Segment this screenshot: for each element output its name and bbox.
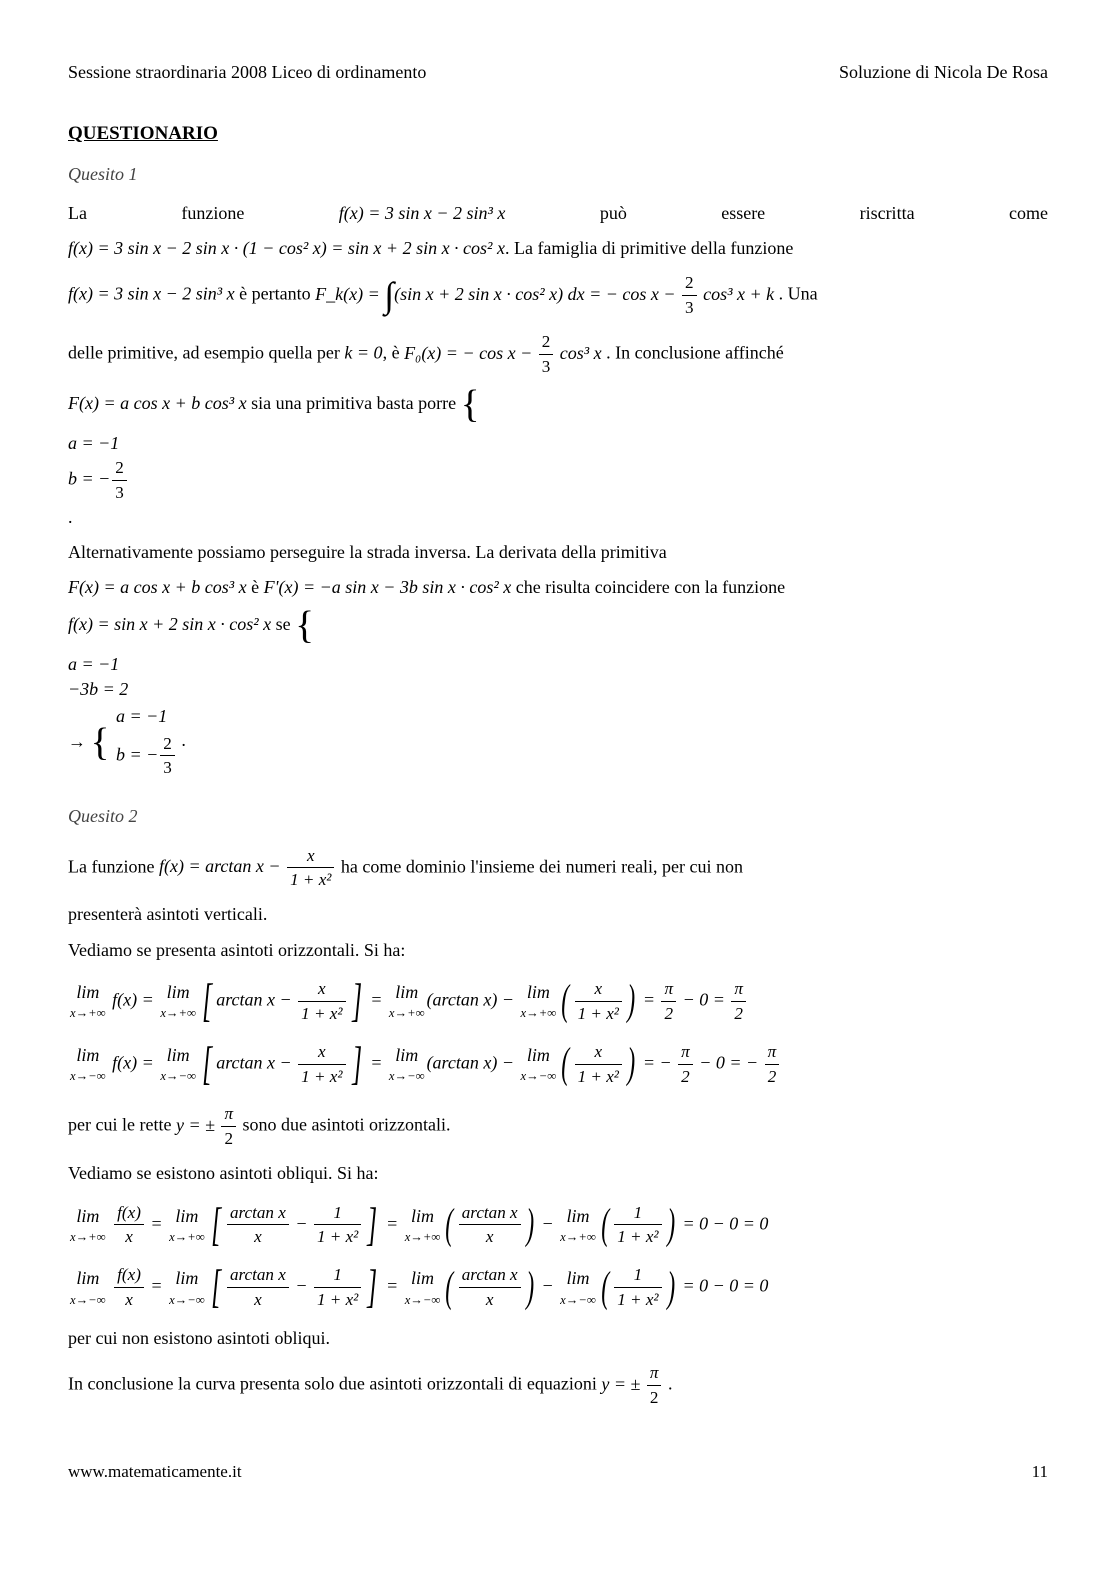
quesito-2-label: Quesito 2 — [68, 804, 1048, 829]
text: che risulta coincidere con la funzione — [511, 577, 785, 597]
header-left: Sessione straordinaria 2008 Liceo di ord… — [68, 60, 426, 85]
q2-lim3: limx→+∞ f(x)x = limx→+∞[arctan xx − 11 +… — [68, 1201, 1048, 1250]
page-number: 11 — [1032, 1460, 1048, 1484]
text: La funzione — [68, 856, 159, 876]
text: k = 0 — [344, 343, 382, 363]
q1-system3: a = −1 b = −23 — [116, 702, 177, 782]
q2-lim2: limx→−∞ f(x) = limx→−∞[arctan x − x1 + x… — [68, 1040, 1048, 1089]
text: , è — [383, 343, 405, 363]
text: In conclusione la curva presenta solo du… — [68, 1374, 601, 1394]
header-right: Soluzione di Nicola De Rosa — [839, 60, 1048, 85]
section-title: QUESTIONARIO — [68, 121, 1048, 148]
q2-line5: per cui non esistono asintoti obliqui. — [68, 1326, 1048, 1351]
text: se — [271, 614, 295, 634]
q1-eq7: f(x) = sin x + 2 sin x · cos² x — [68, 614, 271, 634]
q2-line6: In conclusione la curva presenta solo du… — [68, 1361, 1048, 1410]
text: come — [1009, 201, 1048, 226]
q1-eq6a: F(x) = a cos x + b cos³ x — [68, 577, 247, 597]
q2-line4: Vediamo se esistono asintoti obliqui. Si… — [68, 1161, 1048, 1186]
q2-line1b: presenterà asintoti verticali. — [68, 902, 1048, 927]
q2-eq1: f(x) = arctan x − x1 + x² — [159, 856, 341, 876]
q1-eq1: f(x) = 3 sin x − 2 sin³ x — [339, 201, 506, 226]
footer-left: www.matematicamente.it — [68, 1460, 242, 1484]
q1-line3: f(x) = 3 sin x − 2 sin³ x è pertanto F_k… — [68, 271, 1048, 320]
text: delle primitive, ad esempio quella per — [68, 343, 344, 363]
q1-eq2: f(x) = 3 sin x − 2 sin x · (1 − cos² x) … — [68, 238, 505, 258]
text: può — [600, 201, 627, 226]
q2-line2: Vediamo se presenta asintoti orizzontali… — [68, 938, 1048, 963]
text: è — [247, 577, 264, 597]
q1-line5: F(x) = a cos x + b cos³ x sia una primit… — [68, 389, 1048, 421]
q2-lim1: limx→+∞ f(x) = limx→+∞[arctan x − x1 + x… — [68, 977, 1048, 1026]
text: sia una primitiva basta porre — [247, 393, 461, 413]
q1-line2: f(x) = 3 sin x − 2 sin x · (1 − cos² x) … — [68, 236, 1048, 261]
q1-eq4: F₀(x) = − cos x − 23 cos³ x — [404, 343, 606, 363]
q1-line6: Alternativamente possiamo perseguire la … — [68, 540, 1048, 565]
text: funzione — [181, 201, 244, 226]
q2-lim4: limx→−∞ f(x)x = limx→−∞[arctan xx − 11 +… — [68, 1263, 1048, 1312]
text: ha come dominio l'insieme dei numeri rea… — [341, 856, 743, 876]
q2-line1: La funzione f(x) = arctan x − x1 + x² ha… — [68, 844, 1048, 893]
page-header: Sessione straordinaria 2008 Liceo di ord… — [68, 60, 1048, 85]
page-footer: www.matematicamente.it 11 — [68, 1460, 1048, 1484]
text: essere — [721, 201, 765, 226]
text: riscritta — [860, 201, 915, 226]
text: La — [68, 201, 87, 226]
text: . La famiglia di primitive della funzion… — [505, 238, 793, 258]
text: per cui le rette — [68, 1115, 176, 1135]
q1-eq3b: F_k(x) = ∫(sin x + 2 sin x · cos² x) dx … — [315, 284, 778, 304]
quesito-1-label: Quesito 1 — [68, 162, 1048, 187]
text: . In conclusione affinché — [606, 343, 784, 363]
q1-line1: La funzione f(x) = 3 sin x − 2 sin³ x pu… — [68, 201, 1048, 226]
text: . Una — [779, 284, 818, 304]
q1-eq6b: F'(x) = −a sin x − 3b sin x · cos² x — [264, 577, 512, 597]
text: sono due asintoti orizzontali. — [243, 1115, 451, 1135]
q1-eq3a: f(x) = 3 sin x − 2 sin³ x — [68, 284, 235, 304]
q1-line4: delle primitive, ad esempio quella per k… — [68, 330, 1048, 379]
q1-line8: f(x) = sin x + 2 sin x · cos² x se { — [68, 610, 1048, 642]
q1-eq5: F(x) = a cos x + b cos³ x — [68, 393, 247, 413]
q2-line3: per cui le rette y = ± π2 sono due asint… — [68, 1102, 1048, 1151]
q1-line7: F(x) = a cos x + b cos³ x è F'(x) = −a s… — [68, 575, 1048, 600]
text: è pertanto — [235, 284, 315, 304]
